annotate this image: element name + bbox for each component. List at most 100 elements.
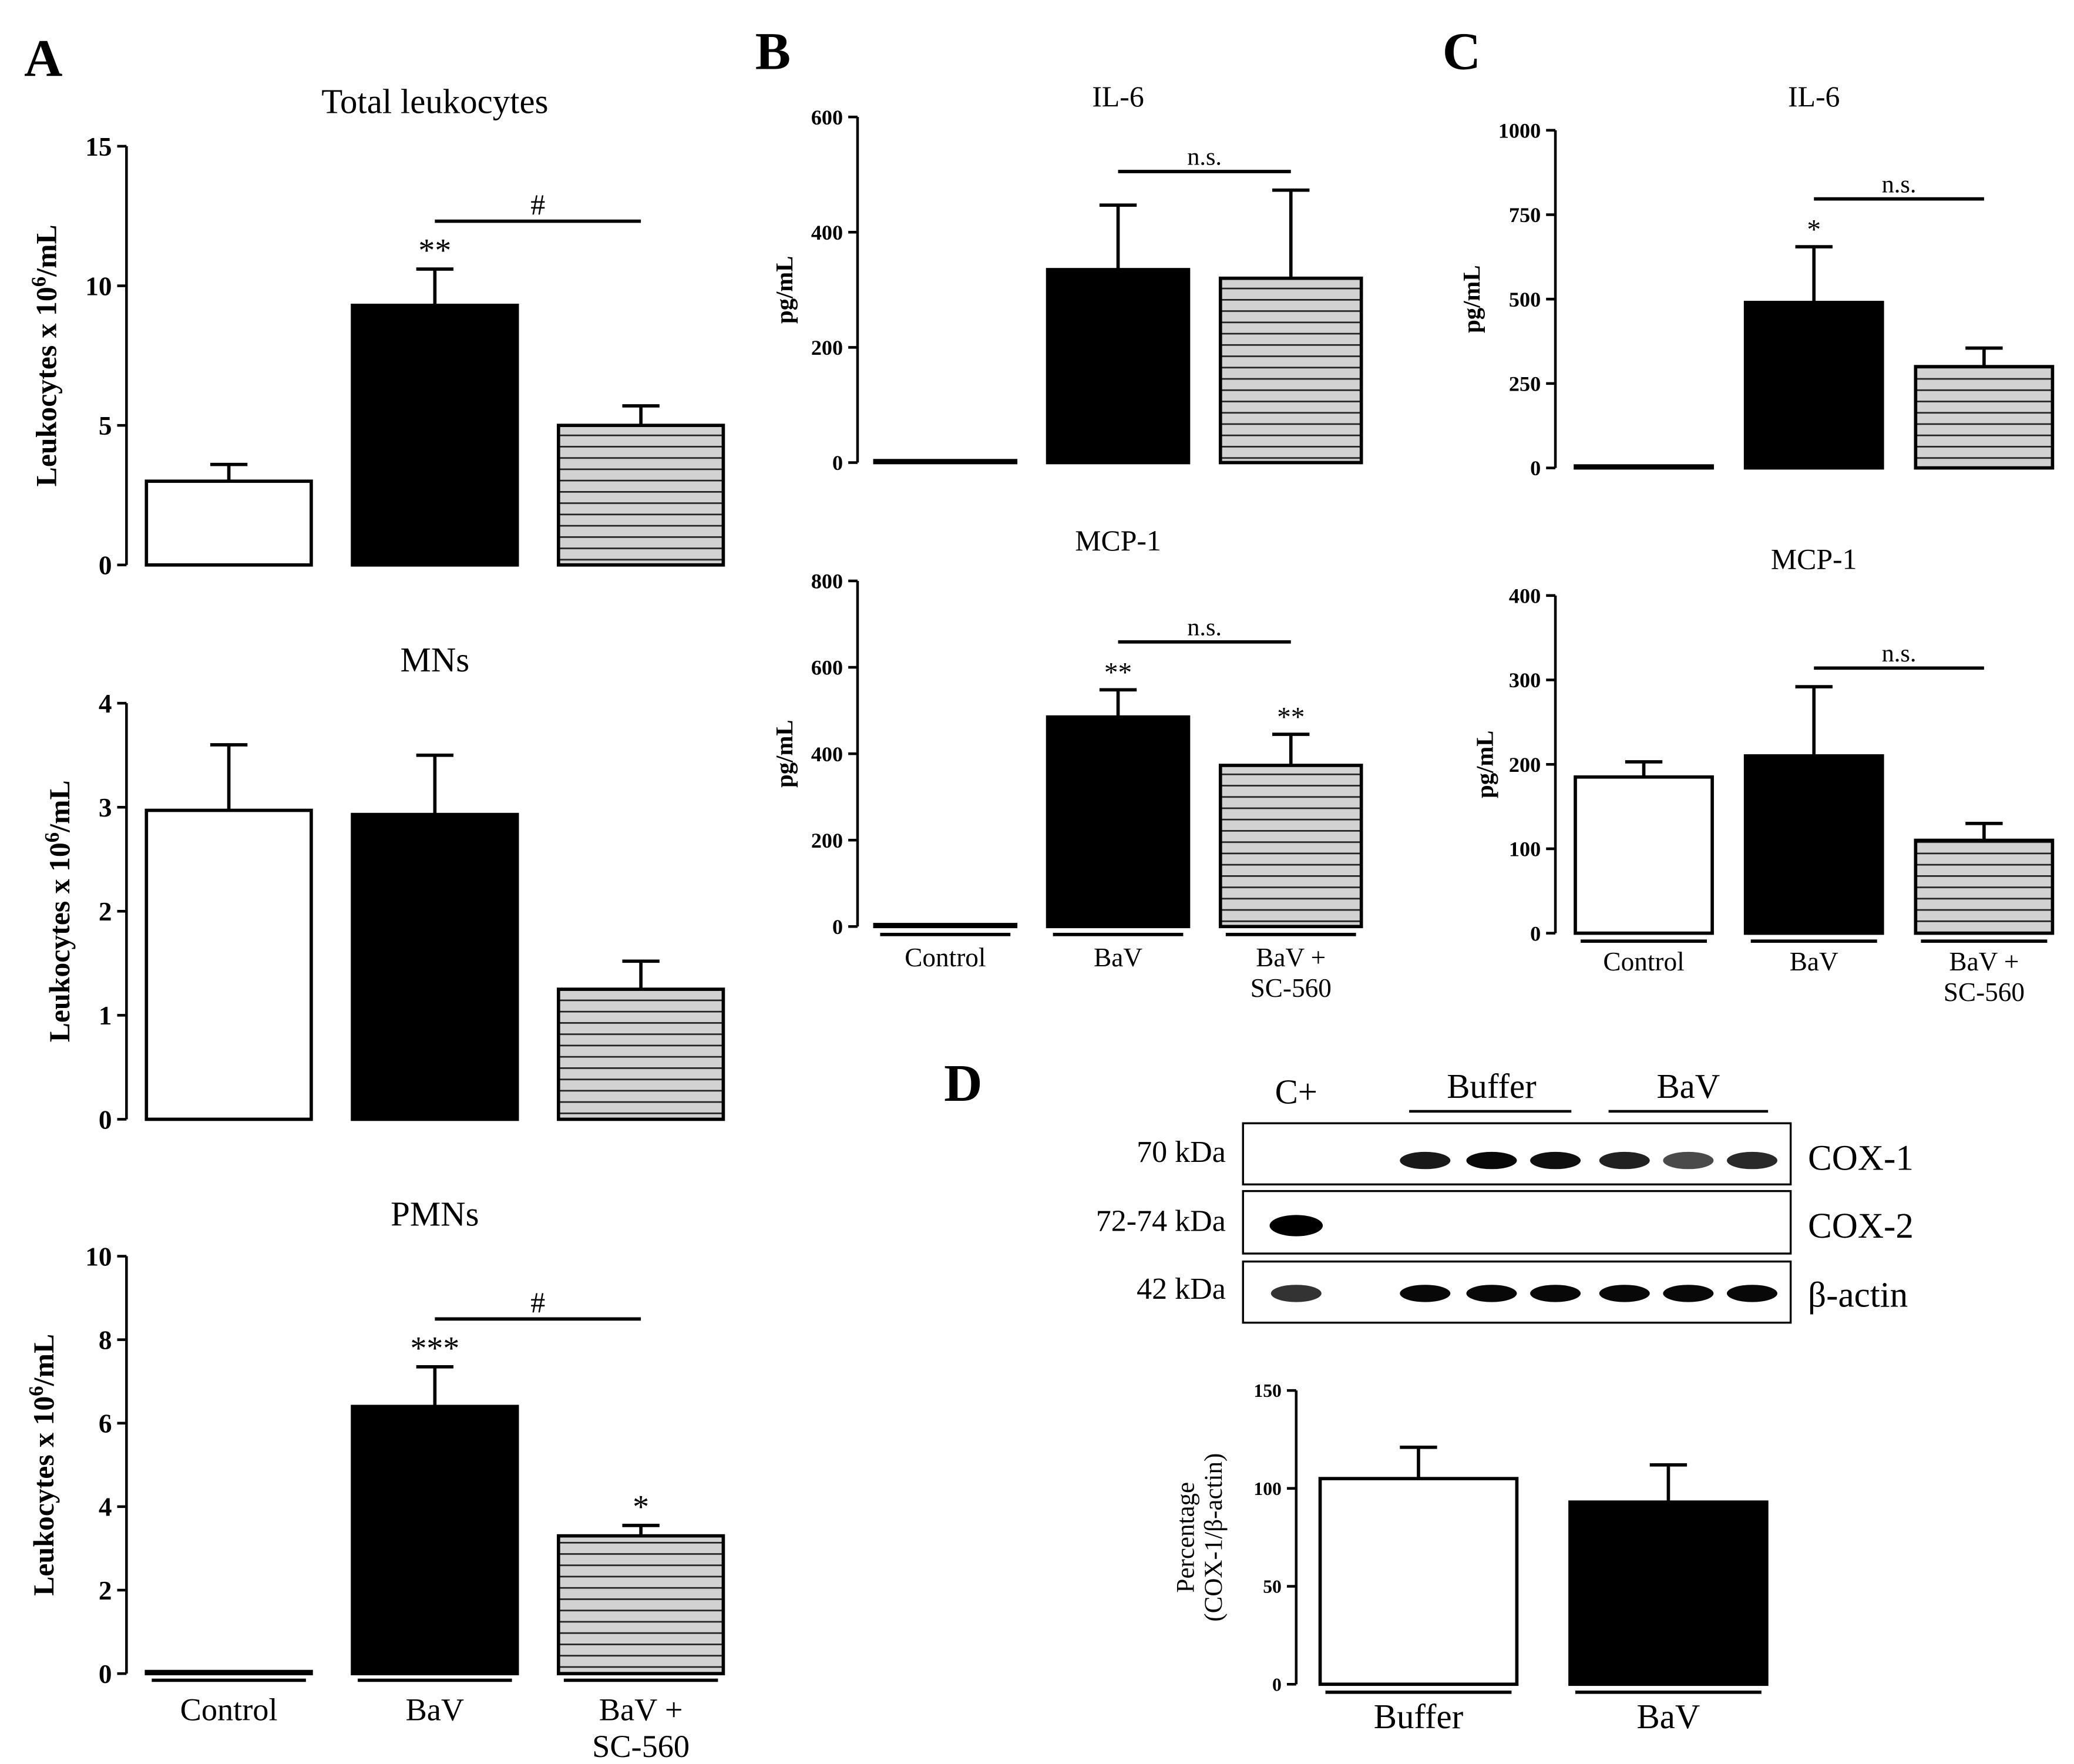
bar-3 <box>556 424 725 567</box>
bar-1 <box>144 808 313 1121</box>
y-tick-label: 0 <box>1530 922 1541 945</box>
blot-band <box>1270 1285 1322 1302</box>
comparison-label: n.s. <box>1882 640 1917 667</box>
y-tick-label: 8 <box>99 1325 112 1355</box>
y-axis-label-line: (COX-1/β-actin) <box>1200 1453 1228 1622</box>
y-axis-label: Percentage(COX-1/β-actin) <box>1172 1453 1228 1622</box>
y-tick-label: 600 <box>811 106 843 129</box>
blot-protein-cox2: COX-2 <box>1808 1207 1914 1246</box>
significance-marker: ** <box>1104 658 1132 688</box>
bar-3 <box>1218 764 1363 929</box>
x-category-label: BaV + <box>1256 943 1326 972</box>
y-tick-label: 600 <box>811 656 843 680</box>
blot-header-buffer: Buffer <box>1447 1067 1537 1106</box>
y-tick-label: 5 <box>99 411 112 441</box>
y-tick-label: 4 <box>99 689 112 718</box>
y-tick-label: 2 <box>99 1576 112 1605</box>
bar-1 <box>1574 464 1714 470</box>
bar-2 <box>351 1405 519 1675</box>
blot-band <box>1599 1285 1650 1302</box>
x-category-label: BaV <box>1790 947 1838 976</box>
comparison-label: n.s. <box>1882 170 1917 198</box>
bar-1 <box>873 923 1018 929</box>
y-tick-label: 0 <box>99 551 112 580</box>
bar-1 <box>873 459 1018 465</box>
y-axis-label-main: Leukocytes x 10 <box>30 287 62 486</box>
y-axis-label-superscript: 6 <box>41 832 63 842</box>
blot-band <box>1663 1285 1714 1302</box>
y-tick-label: 400 <box>1509 584 1541 607</box>
blot-size-cox2: 72-74 kDa <box>1096 1205 1226 1238</box>
y-tick-label: 0 <box>832 451 843 475</box>
y-tick-label: 150 <box>1253 1380 1282 1401</box>
y-axis-label: Leukocytes x 106/mL <box>41 780 76 1042</box>
bar-2 <box>1743 301 1884 470</box>
bar-3 <box>556 1534 725 1675</box>
y-axis-label-tail: /mL <box>30 224 62 277</box>
y-tick-label: 1000 <box>1498 119 1541 142</box>
y-tick-label: 10 <box>85 1242 112 1271</box>
bar-2 <box>1743 754 1884 935</box>
blot-band <box>1466 1285 1517 1302</box>
y-axis-label-tail: /mL <box>43 780 76 832</box>
bar-3 <box>1914 838 2055 935</box>
x-category-label: Control <box>905 943 986 972</box>
y-tick-label: 200 <box>811 336 843 359</box>
blot-protein-cox1: COX-1 <box>1808 1138 1914 1178</box>
panel-letter-d: D <box>944 1053 982 1113</box>
blot-band <box>1530 1285 1581 1302</box>
x-category-label: Control <box>180 1692 278 1727</box>
significance-marker: * <box>1807 215 1821 246</box>
y-tick-label: 800 <box>811 570 843 593</box>
bar-3 <box>1218 276 1363 465</box>
x-category-label: BaV <box>406 1692 465 1727</box>
blot-band <box>1269 1215 1323 1237</box>
y-tick-label: 300 <box>1509 668 1541 692</box>
y-tick-label: 1 <box>99 1001 112 1030</box>
chart-title: PMNs <box>391 1195 479 1233</box>
y-tick-label: 6 <box>99 1409 112 1439</box>
bar-3 <box>1914 365 2055 470</box>
x-category-label: Buffer <box>1374 1698 1464 1736</box>
x-category-label: BaV + <box>599 1692 683 1727</box>
panel-letter-c: C <box>1443 22 1481 81</box>
significance-marker: ** <box>418 232 451 268</box>
bar-2 <box>1046 268 1191 465</box>
y-axis-label: pg/mL <box>771 720 798 787</box>
y-tick-label: 750 <box>1509 203 1541 227</box>
blot-bands <box>1269 1151 1777 1302</box>
comparison-label: n.s. <box>1187 613 1222 641</box>
y-tick-label: 250 <box>1509 372 1541 396</box>
chart-c2: 0 100 200 300 400 pg/mL MCP-1 n.s. Control BaV BaV… <box>1472 543 2055 1007</box>
blot-band <box>1726 1151 1777 1170</box>
y-tick-label: 200 <box>1509 753 1541 777</box>
chart-a1: 0 5 10 15 Leukocytes x 106/mL Total leukocyte… <box>27 82 725 580</box>
chart-a2: 0 1 2 3 4 Leukocytes x 106/mL MNs <box>41 641 725 1134</box>
bar-1 <box>1574 775 1714 935</box>
chart-title: IL-6 <box>1092 80 1144 113</box>
y-tick-label: 0 <box>1530 456 1541 480</box>
x-category-label: BaV + <box>1949 947 2019 976</box>
bar-3 <box>556 987 725 1121</box>
blot-header-bav: BaV <box>1656 1067 1720 1106</box>
western-blot: C+ Buffer BaV 70 kDa 72-74 kDa 42 kDa CO… <box>1096 1067 1914 1324</box>
y-axis-label-main: Leukocytes x 10 <box>28 1396 60 1596</box>
blot-band <box>1726 1285 1777 1302</box>
blot-size-cox1: 70 kDa <box>1137 1135 1226 1169</box>
y-tick-label: 0 <box>99 1659 112 1689</box>
y-axis-label: pg/mL <box>1472 731 1498 798</box>
x-category-label: SC-560 <box>592 1729 690 1764</box>
chart-title: MNs <box>401 641 470 679</box>
chart-c1: 0 250 500 750 1000 pg/mL IL-6 * n.s. <box>1458 80 2055 480</box>
panel-letter-b: B <box>755 22 791 81</box>
chart-title: MCP-1 <box>1075 525 1161 557</box>
y-tick-label: 400 <box>811 742 843 766</box>
bar-2 <box>1046 715 1191 929</box>
y-tick-label: 500 <box>1509 288 1541 311</box>
y-tick-label: 0 <box>1272 1674 1282 1695</box>
chart-title: MCP-1 <box>1771 543 1857 576</box>
x-category-label: SC-560 <box>1251 973 1332 1003</box>
comparison-label: # <box>530 1286 545 1319</box>
blot-band <box>1400 1151 1451 1170</box>
